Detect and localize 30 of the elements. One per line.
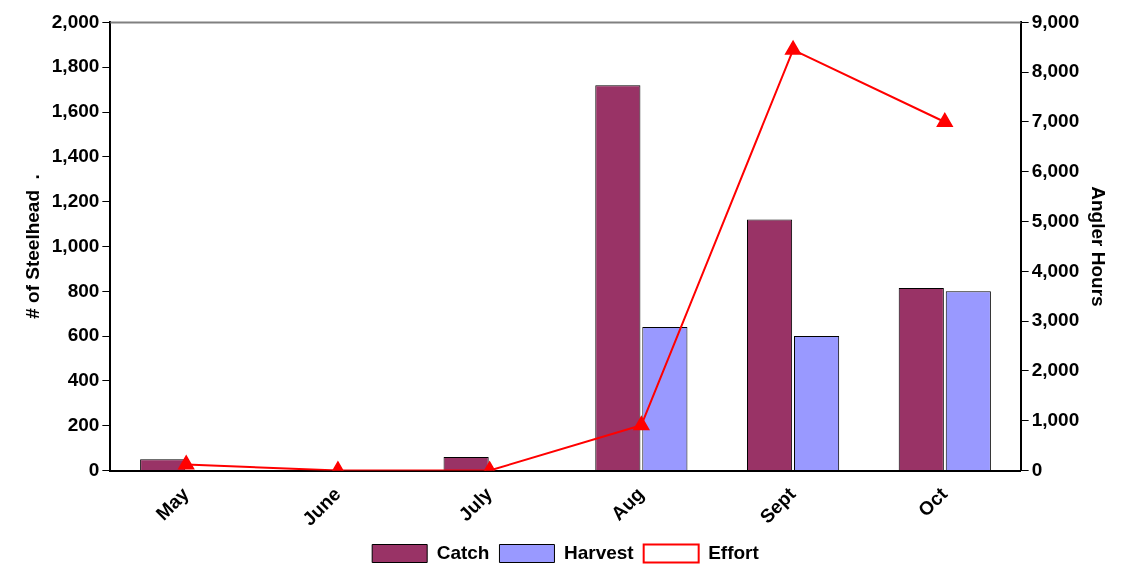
y-tick-label: 200 [67,413,100,435]
legend-label: Catch [436,541,490,563]
legend-label: Harvest [563,541,635,563]
x-tick-label: Oct [914,482,952,521]
y-axis-title: # of Steelhead . [21,174,43,319]
y-tick-label: 1,800 [51,55,100,77]
y-tick-label: 1,400 [51,145,100,167]
y2-tick-label: 6,000 [1031,160,1080,182]
y2-tick-label: 0 [1031,458,1043,480]
y2-tick-label: 1,000 [1031,408,1080,430]
y2-tick-label: 8,000 [1031,60,1080,82]
y2-tick-label: 4,000 [1031,259,1080,281]
y-tick-label: 1,200 [51,189,100,211]
y-tick-label: 1,000 [51,234,100,256]
y2-tick-label: 2,000 [1031,359,1080,381]
y2-tick-label: 3,000 [1031,309,1080,331]
y2-tick-label: 5,000 [1031,209,1080,231]
y-tick-label: 2,000 [51,10,100,32]
y-tick-label: 600 [67,324,100,346]
y2-axis-title: Angler Hours [1088,186,1110,307]
y-tick-label: 0 [88,458,100,480]
point [785,40,802,55]
y-tick-label: 400 [67,369,100,391]
y-tick-label: 1,600 [51,100,100,122]
point [936,112,953,127]
x-tick-label: Aug [606,483,648,525]
y-tick-label: 800 [67,279,100,301]
y2-tick-label: 9,000 [1031,10,1080,32]
y2-tick-label: 7,000 [1031,110,1080,132]
legend-label: Effort [708,541,760,563]
